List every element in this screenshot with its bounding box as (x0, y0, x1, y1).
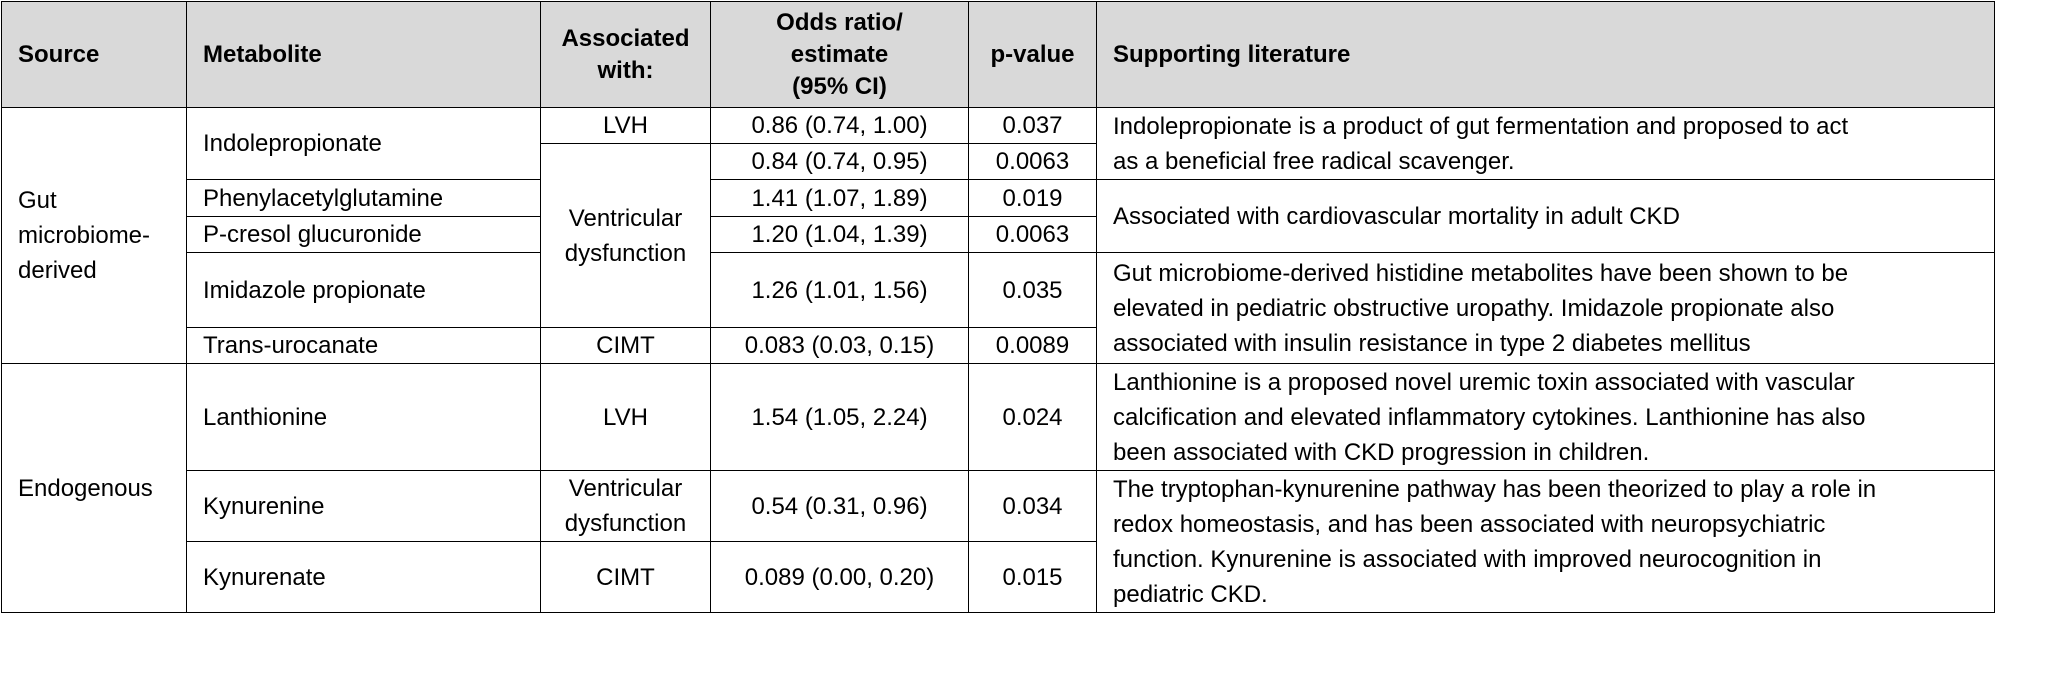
metabolite-cell: Kynurenate (186, 541, 541, 613)
table-row: Trans-urocanate CIMT 0.083 (0.03, 0.15) … (2, 327, 1995, 364)
table-row: Kynurenine Ventricular dysfunction 0.54 … (2, 470, 1995, 613)
association-cell: LVH (540, 363, 711, 471)
p-value-cell: 0.0089 (968, 327, 1097, 364)
p-value-cell: 0.035 (968, 252, 1097, 328)
association-cell: Ventricular dysfunction (540, 470, 711, 542)
metabolite-association-table: Source Metabolite Associated with: Odds … (1, 1, 1995, 613)
odds-cell: 1.41 (1.07, 1.89) (710, 179, 969, 217)
metabolite-cell: P-cresol glucuronide (186, 216, 541, 253)
metabolite-cell: Phenylacetylglutamine (186, 179, 541, 217)
p-value-cell: 0.019 (968, 179, 1097, 217)
association-cell: CIMT (540, 541, 711, 613)
literature-cell: Lanthionine is a proposed novel uremic t… (1096, 363, 1995, 471)
table-row: Phenylacetylglutamine 1.41 (1.07, 1.89) … (2, 179, 1995, 253)
metabolite-cell: Indolepropionate (186, 107, 541, 180)
association-cell: LVH (540, 107, 711, 144)
p-value-cell: 0.0063 (968, 143, 1097, 180)
source-endogenous: Endogenous (1, 363, 187, 613)
p-value-cell: 0.015 (968, 541, 1097, 613)
header-supporting-literature: Supporting literature (1096, 1, 1995, 108)
metabolite-cell: Trans-urocanate (186, 327, 541, 364)
source-gut-microbiome-derived: Gut microbiome- derived (1, 107, 187, 364)
p-value-cell: 0.034 (968, 470, 1097, 542)
table-row: Imidazole propionate 1.26 (1.01, 1.56) 0… (2, 252, 1995, 364)
odds-cell: 0.089 (0.00, 0.20) (710, 541, 969, 613)
header-associated-with: Associated with: (540, 1, 711, 108)
literature-cell: The tryptophan-kynurenine pathway has be… (1096, 470, 1995, 613)
metabolite-cell: Imidazole propionate (186, 252, 541, 328)
header-p-value: p-value (968, 1, 1097, 108)
table-row: Endogenous Lanthionine LVH 1.54 (1.05, 2… (1, 363, 1995, 613)
literature-cell: Indolepropionate is a product of gut fer… (1096, 107, 1995, 180)
literature-cell: Associated with cardiovascular mortality… (1096, 179, 1995, 253)
p-value-cell: 0.0063 (968, 216, 1097, 253)
association-cell: CIMT (540, 327, 711, 364)
odds-cell: 0.86 (0.74, 1.00) (710, 107, 969, 144)
p-value-cell: 0.037 (968, 107, 1097, 144)
odds-cell: 1.20 (1.04, 1.39) (710, 216, 969, 253)
header-row: Source Metabolite Associated with: Odds … (1, 1, 1995, 108)
odds-cell: 0.54 (0.31, 0.96) (710, 470, 969, 542)
metabolite-cell: Kynurenine (186, 470, 541, 542)
odds-cell: 1.54 (1.05, 2.24) (710, 363, 969, 471)
table-row: Kynurenate CIMT 0.089 (0.00, 0.20) 0.015 (2, 541, 1995, 613)
header-metabolite: Metabolite (186, 1, 541, 108)
odds-cell: 1.26 (1.01, 1.56) (710, 252, 969, 328)
odds-cell: 0.84 (0.74, 0.95) (710, 143, 969, 180)
odds-cell: 0.083 (0.03, 0.15) (710, 327, 969, 364)
table-row: Gut microbiome- derived Indolepropionate… (1, 107, 1995, 364)
p-value-cell: 0.024 (968, 363, 1097, 471)
header-source: Source (1, 1, 187, 108)
literature-cell: Gut microbiome-derived histidine metabol… (1096, 252, 1995, 364)
table-row: P-cresol glucuronide 1.20 (1.04, 1.39) 0… (2, 216, 1995, 253)
metabolite-cell: Lanthionine (186, 363, 541, 471)
association-cell: Ventricular dysfunction (540, 143, 711, 328)
header-odds-ratio: Odds ratio/ estimate (95% CI) (710, 1, 969, 108)
